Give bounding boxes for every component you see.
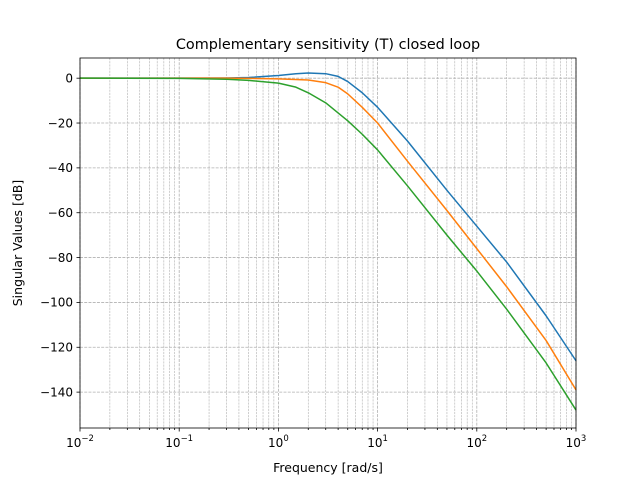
series-line-1 <box>80 72 577 362</box>
y-tick-label: 0 <box>65 71 73 85</box>
y-tick-label: −60 <box>48 206 73 220</box>
y-axis-label: Singular Values [dB] <box>10 180 25 307</box>
series-lines <box>79 72 577 411</box>
plot-area <box>80 58 576 428</box>
y-tick-label: −140 <box>40 385 73 399</box>
x-axis-ticks: 10−2 10−1 100 101 102 103 <box>66 428 586 450</box>
y-tick-label: −80 <box>48 251 73 265</box>
chart-title: Complementary sensitivity (T) closed loo… <box>176 37 480 53</box>
y-tick-label: −20 <box>48 116 73 130</box>
x-tick-label: 10−1 <box>165 434 193 450</box>
y-tick-label: −40 <box>48 161 73 175</box>
y-tick-label: −120 <box>40 341 73 355</box>
x-tick-label: 101 <box>367 434 388 450</box>
y-axis-ticks: 0 −20 −40 −60 −80 −100 −120 −140 <box>40 71 80 399</box>
x-axis-label: Frequency [rad/s] <box>273 460 383 475</box>
x-tick-label: 102 <box>466 434 487 450</box>
x-tick-label: 10−2 <box>66 434 94 450</box>
axes-frame <box>79 57 577 429</box>
x-tick-label: 103 <box>566 434 587 450</box>
x-tick-label: 100 <box>268 434 289 450</box>
series-line-3 <box>79 77 577 411</box>
series-line-2 <box>80 77 577 391</box>
y-tick-label: −100 <box>40 296 73 310</box>
